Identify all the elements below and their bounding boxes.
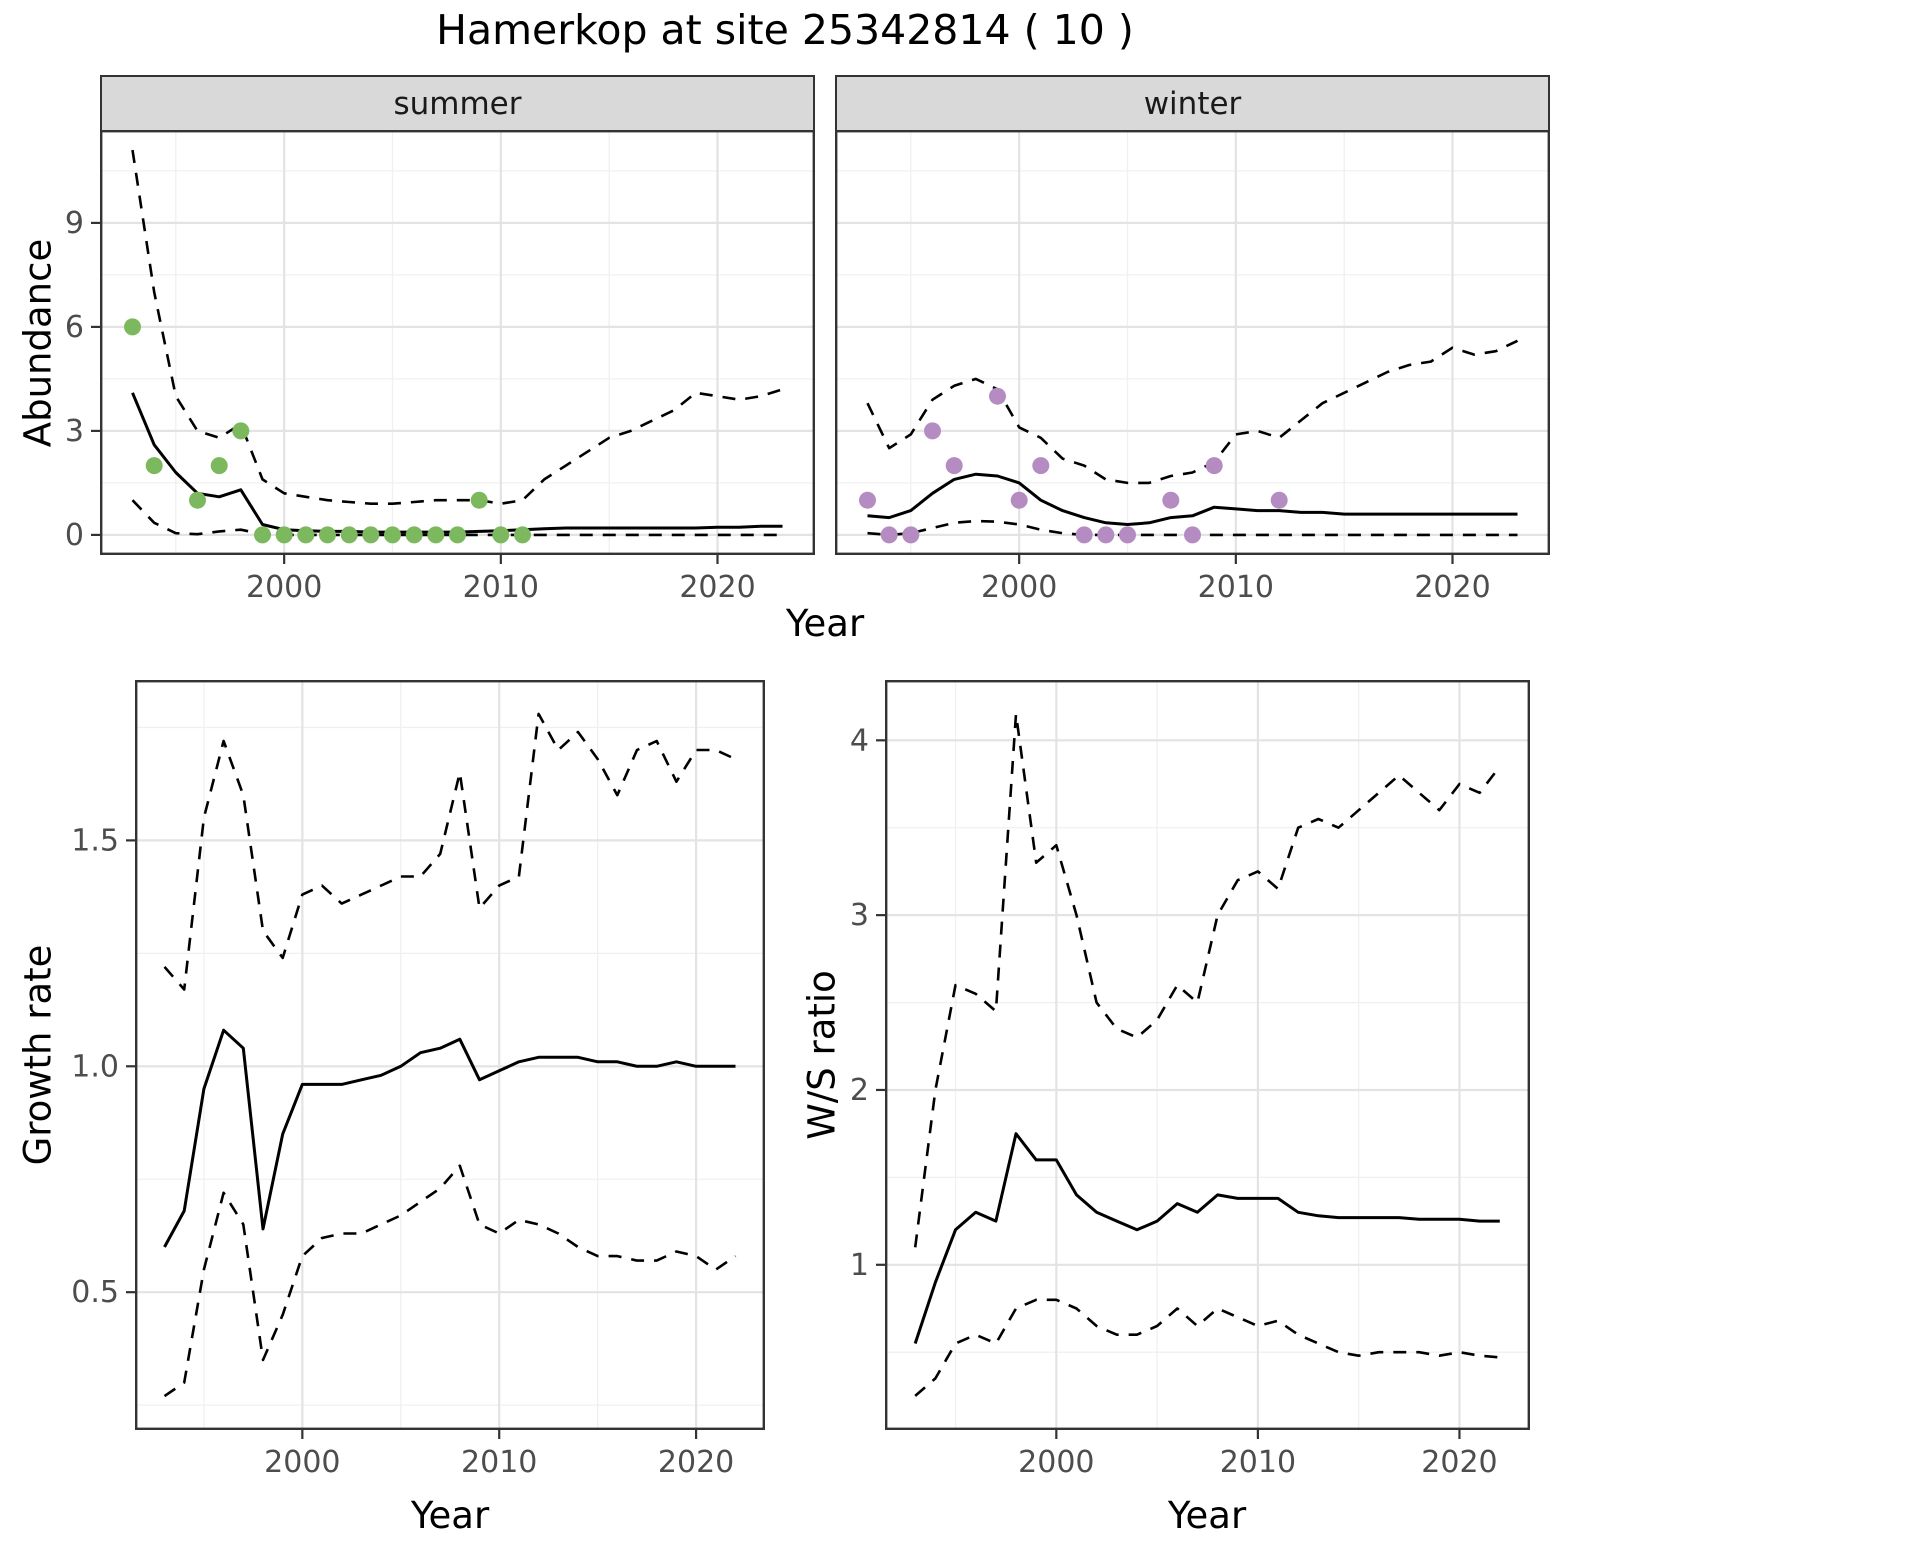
facet-strip-summer: summer [100, 75, 815, 132]
y-tick-label: 9 [65, 206, 84, 241]
x-tick-label: 2010 [463, 570, 539, 605]
facet-strip-summer-label: summer [393, 85, 522, 122]
panel-border [885, 680, 1530, 1430]
data-point [492, 526, 510, 544]
ws-ratio-x-axis-title: Year [1167, 1494, 1247, 1537]
ws-ratio-panel: 2000 2010 2020 1 2 3 4 [850, 680, 1530, 1480]
y-tick-label: 1 [850, 1248, 869, 1283]
data-point [1075, 526, 1093, 544]
facet-strip-winter-label: winter [1143, 85, 1242, 122]
data-point [902, 526, 920, 544]
data-point [1205, 457, 1223, 475]
y-tick-label: 1.5 [71, 823, 119, 858]
x-tick-label: 2010 [1198, 570, 1274, 605]
data-point [470, 491, 488, 509]
series-median-line [163, 1028, 736, 1248]
data-point [405, 526, 423, 544]
x-tick-label: 2010 [461, 1445, 537, 1480]
panel-background [835, 130, 1550, 555]
panel-background [100, 130, 815, 555]
data-point [449, 526, 466, 544]
abundance-summer-panel: 2000 2010 2020 0 3 6 9 [65, 130, 815, 605]
panel-border [835, 130, 1550, 556]
panel-background [135, 680, 765, 1430]
y-tick-label: 4 [850, 723, 869, 758]
data-point [340, 526, 358, 544]
data-point [1010, 491, 1028, 509]
data-point [1270, 491, 1288, 509]
data-point [232, 422, 250, 440]
ws-ratio-axis-title: W/S ratio [800, 970, 844, 1140]
x-tick-label: 2000 [1018, 1445, 1094, 1480]
series-lower-ci-line [914, 1298, 1500, 1397]
data-point [880, 526, 898, 544]
data-point [1162, 491, 1180, 509]
data-point [319, 526, 336, 544]
x-tick-label: 2020 [1414, 570, 1490, 605]
abundance-axis-title: Abundance [16, 238, 60, 448]
data-point [1032, 457, 1050, 475]
y-tick-label: 3 [850, 898, 869, 933]
series-median-line [867, 472, 1518, 526]
data-point [1184, 526, 1201, 544]
data-point [989, 387, 1006, 405]
x-tick-label: 2000 [246, 570, 322, 605]
data-point [1119, 526, 1136, 544]
growth-rate-axis-title: Growth rate [16, 944, 60, 1166]
data-point [145, 457, 163, 475]
facet-strip-winter: winter [835, 75, 1550, 132]
panel-border [100, 130, 815, 556]
data-point [297, 526, 315, 544]
plot-title: Hamerkop at site 25342814 ( 10 ) [436, 6, 1134, 54]
top-x-axis-title: Year [785, 602, 865, 645]
y-tick-label: 6 [65, 310, 84, 345]
x-tick-label: 2000 [981, 570, 1057, 605]
data-point [514, 526, 531, 544]
y-tick-label: 0.5 [71, 1275, 119, 1310]
series-upper-ci-line [913, 712, 1501, 1248]
y-tick-label: 2 [850, 1073, 869, 1108]
abundance-winter-panel: 2000 2010 2020 [835, 130, 1550, 605]
growth-rate-x-axis-title: Year [410, 1494, 490, 1537]
data-point [924, 422, 941, 440]
data-point [254, 526, 271, 544]
y-tick-label: 0 [65, 518, 84, 553]
series-upper-ci-line [866, 339, 1519, 485]
x-tick-label: 2020 [679, 570, 755, 605]
data-point [275, 526, 293, 544]
panel-background [885, 680, 1530, 1430]
x-tick-label: 2010 [1220, 1445, 1296, 1480]
data-point [362, 526, 380, 544]
data-point [859, 491, 876, 509]
data-point [427, 526, 445, 544]
data-point [1097, 526, 1115, 544]
series-lower-ci-line [163, 1164, 737, 1398]
x-tick-label: 2020 [658, 1445, 734, 1480]
y-tick-label: 3 [65, 414, 84, 449]
y-tick-label: 1.0 [71, 1049, 119, 1084]
series-upper-ci-line [131, 149, 783, 506]
x-tick-label: 2000 [264, 1445, 340, 1480]
data-point [384, 526, 401, 544]
series-median-line [913, 1132, 1500, 1344]
data-point [124, 318, 141, 336]
panel-border [135, 680, 765, 1430]
data-point [210, 457, 228, 475]
series-lower-ci-line [131, 499, 783, 537]
growth-rate-panel: 2000 2010 2020 0.5 1.0 1.5 [71, 680, 765, 1480]
x-tick-label: 2020 [1421, 1445, 1497, 1480]
data-point [945, 457, 963, 475]
data-point [189, 491, 206, 509]
